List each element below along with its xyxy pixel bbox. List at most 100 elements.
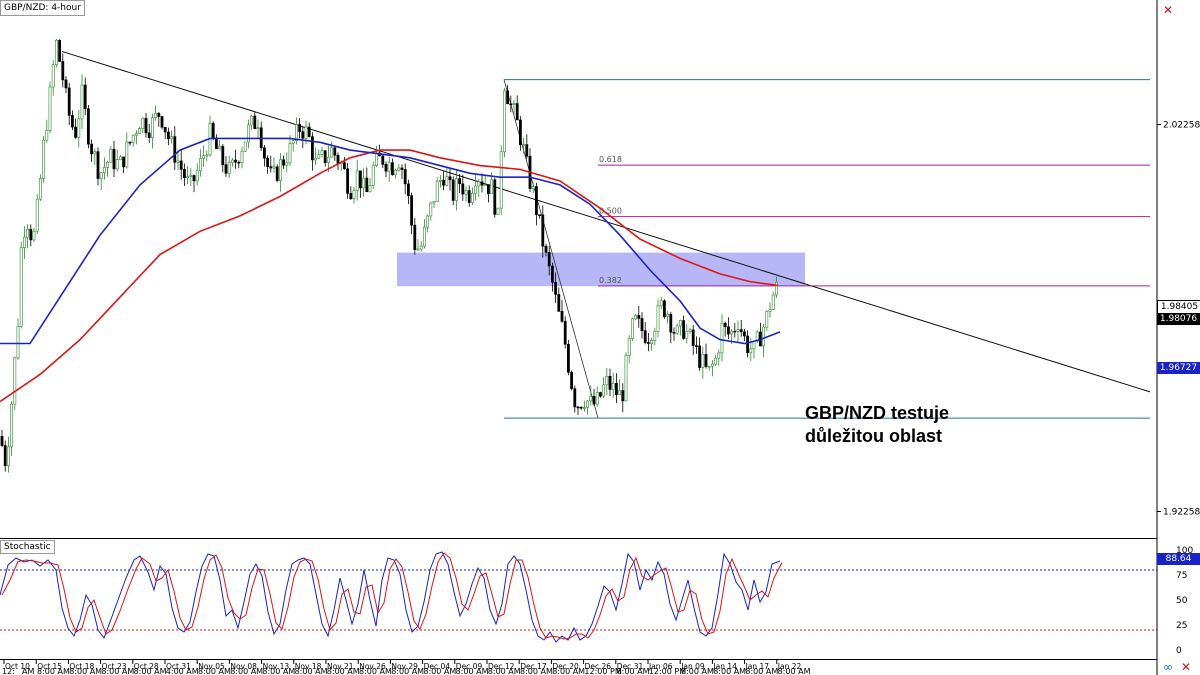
candle-body: [448, 176, 452, 181]
x-mark-icon[interactable]: ✕: [1181, 660, 1192, 674]
link-icon[interactable]: ∞: [1163, 660, 1173, 674]
candle-body: [269, 166, 273, 169]
candle-body: [48, 86, 52, 131]
candle-body: [243, 141, 247, 152]
x-mark-icon[interactable]: ✕: [1163, 3, 1174, 17]
candle-body: [451, 179, 455, 201]
candle-body: [576, 406, 580, 409]
candle-body: [227, 162, 231, 174]
candle-body: [35, 198, 39, 232]
candle-body: [422, 226, 426, 247]
candle-body: [170, 136, 174, 140]
stochastic-axis-label: 0: [1176, 646, 1182, 656]
candle-body: [749, 348, 753, 353]
candle-body: [355, 170, 359, 191]
candle-body: [480, 181, 484, 186]
candle-body: [400, 167, 404, 170]
time-axis-time: 8:00 AM: [745, 667, 778, 675]
time-axis-time: 8:00 AM: [262, 667, 295, 675]
candle-body: [611, 383, 615, 390]
time-axis-date: Nov 26: [359, 662, 386, 671]
candle-body: [646, 342, 650, 344]
candle-body: [119, 156, 122, 160]
candle-body: [502, 90, 506, 153]
candle-body: [250, 115, 254, 126]
candle-body: [746, 335, 750, 353]
time-axis-date: Oct 28: [134, 662, 159, 671]
candle-body: [384, 164, 388, 172]
annotation-line-2: důležitou oblast: [805, 426, 942, 446]
candle-body: [707, 365, 711, 368]
candle-body: [477, 181, 481, 187]
time-axis-date: Oct 18: [69, 662, 94, 671]
time-axis-time: 8:00 AM: [101, 667, 134, 675]
candle-body: [458, 178, 462, 185]
candle-body: [144, 118, 148, 134]
candle-body: [595, 392, 599, 405]
candle-body: [26, 228, 30, 238]
candle-body: [550, 265, 554, 283]
time-axis-time: 8:00 AM: [359, 667, 392, 675]
candle-body: [278, 159, 282, 181]
candle-body: [13, 357, 17, 405]
time-axis-date: Nov 29: [391, 662, 418, 671]
candle-body: [167, 131, 170, 140]
candle-body: [160, 116, 164, 128]
time-axis-date: Oct 10: [5, 662, 30, 671]
candle-body: [413, 224, 417, 250]
candle-body: [419, 245, 423, 250]
candle-body: [29, 228, 33, 241]
candle-body: [362, 177, 366, 189]
candle-body: [691, 329, 695, 346]
candle-body: [474, 185, 478, 194]
candle-body: [135, 133, 138, 136]
candle-body: [726, 326, 730, 335]
candle-body: [314, 157, 318, 161]
candle-body: [342, 162, 346, 170]
candle-body: [618, 390, 622, 395]
candle-body: [10, 403, 14, 448]
candle-body: [320, 150, 324, 155]
candle-body: [294, 124, 298, 141]
candle-body: [352, 190, 356, 200]
candle-body: [534, 186, 538, 215]
candle-body: [93, 151, 97, 155]
moving-average-red: [0, 149, 779, 403]
candle-body: [218, 145, 222, 150]
candle-body: [247, 124, 250, 143]
candle-body: [573, 388, 577, 408]
candle-body: [461, 183, 465, 195]
stochastic-value-tag: 88.64: [1157, 553, 1200, 565]
candle-body: [432, 201, 436, 204]
candle-body: [464, 190, 468, 195]
candle-body: [349, 193, 353, 200]
candle-body: [557, 294, 561, 312]
candle-body: [179, 160, 183, 170]
candle-body: [103, 167, 106, 174]
fib-level-label: 0.500: [599, 207, 622, 216]
candle-body: [490, 179, 494, 195]
fib-level-label: 0.382: [599, 276, 622, 285]
candle-body: [336, 154, 340, 165]
candle-body: [90, 143, 94, 155]
candle-body: [298, 124, 302, 132]
candle-body: [221, 145, 225, 166]
candle-body: [115, 159, 119, 170]
candle-body: [186, 176, 190, 179]
candle-body: [762, 326, 766, 347]
candle-body: [496, 207, 500, 215]
time-axis-date: Dec 04: [424, 662, 451, 671]
candle-body: [77, 118, 81, 138]
time-axis-date: Nov 18: [295, 662, 322, 671]
candle-body: [346, 168, 350, 194]
time-axis-date: Dec 09: [456, 662, 483, 671]
time-axis-time: 8:00 AM: [134, 667, 167, 675]
candle-body: [714, 357, 718, 365]
candle-body: [560, 311, 564, 322]
candle-body: [192, 175, 196, 182]
time-axis-date: Nov 13: [263, 662, 290, 671]
time-axis-time: AM: [22, 667, 34, 675]
candle-body: [605, 375, 609, 386]
time-axis-date: Nov 08: [230, 662, 257, 671]
